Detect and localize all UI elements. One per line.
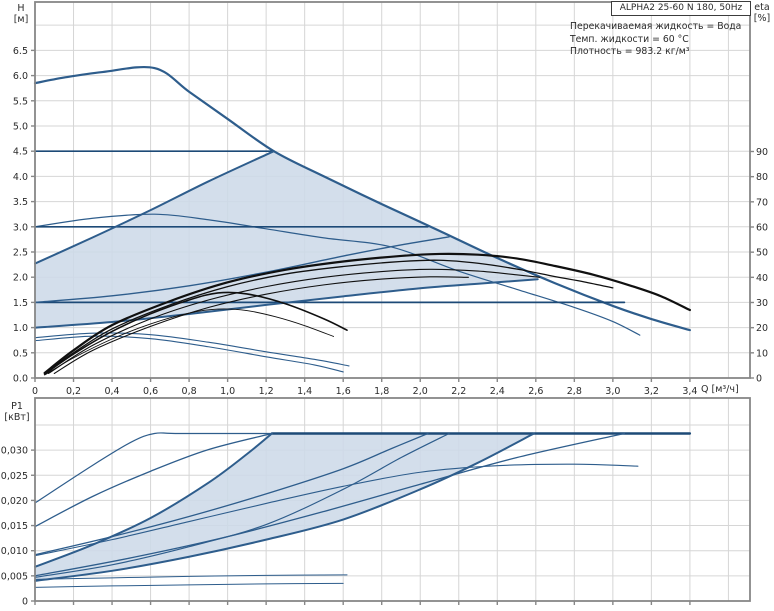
- speed-2-curve: [34, 213, 641, 336]
- info-line-density: Плотность = 983.2 кг/м³: [570, 46, 690, 58]
- eta-axis-symbol: eta: [754, 2, 770, 13]
- right-tick-label: 60: [756, 222, 768, 233]
- left-tick-label: 0.5: [13, 348, 28, 359]
- left-tick-label: 6.5: [13, 46, 28, 57]
- right-tick-label: 30: [756, 298, 768, 309]
- left-tick-label: 0,025: [1, 471, 28, 482]
- x-tick-label: 1,6: [336, 386, 351, 397]
- left-tick-label: 0: [22, 597, 28, 608]
- p1-speed-2: [34, 463, 639, 557]
- x-tick-label: 1,2: [259, 386, 274, 397]
- p1-prop-pressure-1: [34, 432, 535, 582]
- max-speed-curve: [33, 65, 691, 332]
- left-tick-label: 5.0: [13, 121, 28, 132]
- right-tick-label: 40: [756, 273, 768, 284]
- p1-min-speed-a: [34, 574, 348, 580]
- p1-axis-unit: [кВт]: [4, 412, 30, 423]
- eta-curve-speed2: [43, 291, 348, 376]
- p1-const-pressure-1_5: [34, 432, 626, 577]
- eta-curve-speed1: [44, 308, 335, 376]
- power-flow-chart: 0 0,005 0,010 0,015 0,020 0,025 0,030: [1, 397, 751, 608]
- eta-curve-b: [43, 259, 614, 375]
- p1-axis-title: P1 [кВт]: [0, 401, 34, 423]
- left-tick-label: 0,020: [1, 496, 28, 507]
- right-tick-label: 20: [756, 323, 768, 334]
- right-tick-label: 90: [756, 147, 768, 158]
- q-axis-title: Q [м³/ч]: [701, 384, 739, 395]
- prop-pressure-1: [34, 278, 539, 329]
- x-tick-label: 0,6: [143, 386, 158, 397]
- left-tick-label: 0,010: [1, 546, 28, 557]
- x-tick-label: 2,4: [490, 386, 505, 397]
- left-tick-label: 6.0: [13, 71, 28, 82]
- left-tick-label: 0,015: [1, 521, 28, 532]
- min-speed-curve-a: [34, 332, 350, 367]
- x-tick-label: 2,0: [413, 386, 428, 397]
- info-line-fluid: Перекачиваемая жидкость = Вода: [570, 21, 742, 32]
- p1-max-speed: [34, 432, 273, 504]
- right-tick-label: 10: [756, 348, 768, 359]
- x-tick-label: 1,0: [220, 386, 235, 397]
- info-line-temperature: Темп. жидкости = 60 °C: [570, 33, 689, 45]
- left-tick-label: 3.0: [13, 222, 28, 233]
- left-tick-label: 2.5: [13, 247, 28, 258]
- p1-axis-symbol: P1: [11, 401, 23, 412]
- operating-range-shade: [35, 151, 538, 328]
- x-tick-label: 2,2: [451, 386, 466, 397]
- head-flow-chart: 0.0 0.5 1.0 1.5 2.0 2.5 3.0 3.5 4.0 4.5 5.0 5.5 6.0 6…: [13, 1, 768, 397]
- x-tick-label: 2,6: [528, 386, 543, 397]
- eta-axis-title: eta [%]: [749, 2, 774, 24]
- eta-curve-c: [47, 268, 541, 375]
- x-tick-label: 1,8: [374, 386, 389, 397]
- x-tick-label: 0: [32, 386, 38, 397]
- x-tick-label: 0,4: [104, 386, 119, 397]
- pump-title-box: ALPHA2 25-60 N 180, 50Hz: [611, 1, 751, 16]
- right-tick-label: 50: [756, 248, 768, 259]
- x-tick-label: 2,8: [567, 386, 582, 397]
- left-tick-label: 1.5: [13, 298, 28, 309]
- x-tick-label: 1,4: [297, 386, 312, 397]
- x-tick-label: 0,2: [66, 386, 81, 397]
- p1-min-speed-b: [34, 582, 344, 588]
- eta-curve-max: [43, 252, 691, 375]
- p1-prop-pressure-2: [34, 432, 450, 578]
- x-tick-label: 3,0: [605, 386, 620, 397]
- axis-ticks-and-labels: 0 0,005 0,010 0,015 0,020 0,025 0,030: [1, 446, 691, 608]
- x-tick-label: 0,8: [182, 386, 197, 397]
- left-tick-label: 4.5: [13, 147, 28, 158]
- plot-frame: [34, 1, 751, 379]
- axis-ticks-and-labels: 0.0 0.5 1.0 1.5 2.0 2.5 3.0 3.5 4.0 4.5 5.0 5.5 6.0 6…: [13, 46, 768, 397]
- left-tick-label: 2.0: [13, 273, 28, 284]
- left-tick-label: 5.5: [13, 96, 28, 107]
- left-tick-label: 4.0: [13, 172, 28, 183]
- right-tick-label: 80: [756, 172, 768, 183]
- x-tick-label: 3,4: [682, 386, 697, 397]
- prop-pressure-3: [34, 150, 275, 265]
- fluid-info-block: Перекачиваемая жидкость = Вода Темп. жид…: [570, 21, 741, 59]
- left-tick-label: 1.0: [13, 323, 28, 334]
- eta-curve-d: [53, 276, 469, 375]
- p1-prop-pressure-3: [34, 432, 273, 568]
- left-tick-label: 0,030: [1, 446, 28, 457]
- eta-axis-unit: [%]: [753, 13, 771, 24]
- left-tick-label: 0,005: [1, 571, 28, 582]
- prop-pressure-2: [34, 236, 450, 304]
- operating-range-shade: [35, 433, 534, 581]
- right-tick-label: 70: [756, 197, 768, 208]
- plot-frame: [34, 397, 751, 602]
- left-tick-label: 0.0: [13, 374, 28, 385]
- p1-const-pressure-4_5: [34, 432, 273, 528]
- left-tick-label: 3.5: [13, 197, 28, 208]
- right-tick-label: 0: [756, 374, 762, 385]
- x-tick-label: 3,2: [644, 386, 659, 397]
- h-axis-title: H [м]: [8, 3, 34, 25]
- h-axis-symbol: H: [17, 3, 25, 14]
- h-axis-unit: [м]: [13, 14, 29, 25]
